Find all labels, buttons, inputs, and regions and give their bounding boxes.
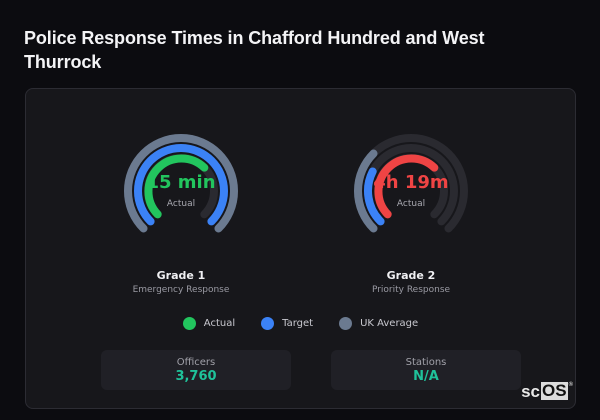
stat-label: Stations	[405, 357, 447, 368]
gauge-rings	[353, 134, 468, 233]
scos-logo: sc OS ®	[521, 382, 573, 402]
stat-label: Officers	[176, 357, 216, 368]
gauge-name: Grade 1	[156, 269, 206, 282]
gauge-name: Grade 2	[386, 269, 436, 282]
legend-label: Actual	[203, 318, 236, 329]
logo-boxed: OS	[541, 381, 568, 400]
stat-value: 3,760	[175, 369, 217, 384]
legend-label: UK Average	[360, 318, 419, 329]
registered-mark-icon: ®	[568, 382, 573, 388]
response-times-card: 15 min Actual Grade 1 Emergency Response…	[25, 88, 576, 409]
legend-item-uk-average: UK Average	[339, 317, 418, 330]
legend-dot-icon	[339, 317, 353, 330]
gauge-rings	[124, 134, 238, 233]
gauge-value: 15 min	[146, 172, 216, 193]
logo-prefix: sc	[521, 382, 541, 401]
stat-value: N/A	[413, 369, 439, 384]
chart-legend: Actual Target UK Average	[26, 317, 575, 330]
legend-dot-icon	[182, 317, 196, 330]
legend-item-target: Target	[261, 317, 313, 330]
legend-item-actual: Actual	[182, 317, 236, 330]
legend-label: Target	[282, 318, 314, 329]
gauge-description: Emergency Response	[132, 285, 230, 295]
page-title: Police Response Times in Chafford Hundre…	[24, 28, 485, 72]
stat-officers: Officers 3,760	[101, 350, 291, 390]
gauge-value-label: Actual	[166, 199, 196, 209]
legend-dot-icon	[261, 317, 275, 330]
gauge-description: Priority Response	[371, 285, 451, 295]
stat-stations: Stations N/A	[331, 350, 521, 390]
gauge-value: 4h 19m	[373, 172, 449, 193]
gauge-value-label: Actual	[396, 199, 426, 209]
